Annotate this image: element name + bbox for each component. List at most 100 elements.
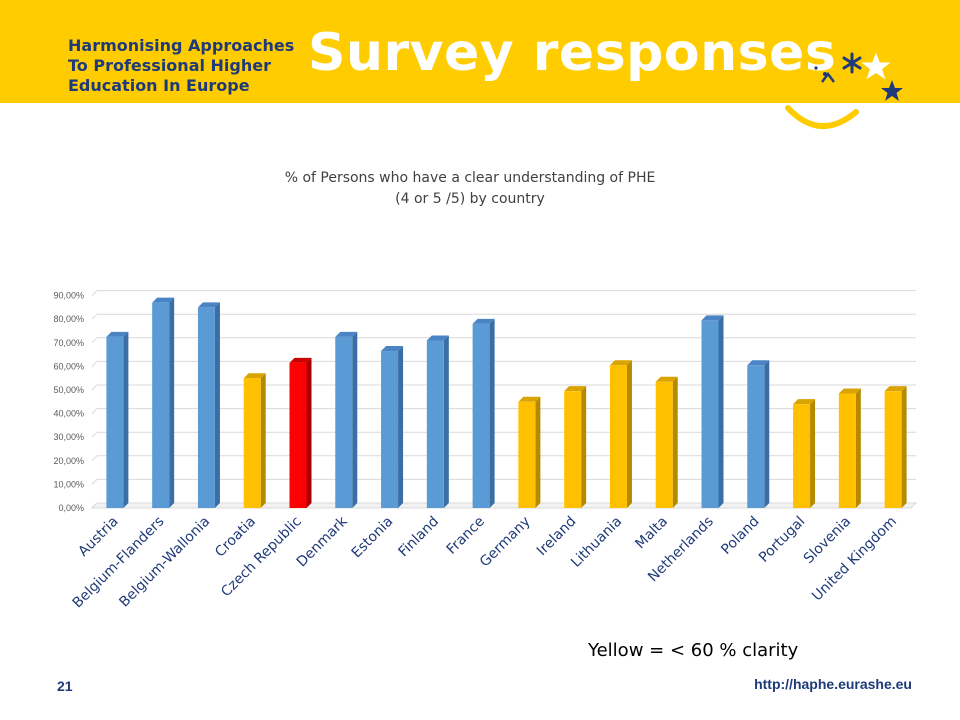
x-tick-label: Croatia: [212, 514, 259, 561]
bar-side: [214, 302, 220, 508]
logo-line-1: Harmonising Approaches: [68, 36, 295, 55]
bar: [793, 404, 811, 508]
x-tick-label: Czech Republic: [218, 514, 305, 601]
bar-side: [855, 388, 861, 508]
bar-top: [426, 335, 449, 341]
gridline-edge: [91, 313, 98, 320]
y-tick-label: 70,00%: [53, 338, 84, 348]
bar-top: [243, 373, 266, 379]
bar: [472, 323, 490, 508]
y-tick-label: 60,00%: [53, 361, 84, 371]
bar-top: [381, 346, 404, 352]
footer-url[interactable]: http://haphe.eurashe.eu: [754, 676, 912, 692]
bar: [884, 391, 902, 508]
bar: [243, 378, 261, 508]
y-tick-label: 90,00%: [53, 291, 84, 301]
chart-title-line-1: % of Persons who have a clear understand…: [284, 170, 656, 186]
logo-line-3: Education In Europe: [68, 76, 250, 95]
bar: [747, 365, 765, 508]
gridline-edge: [91, 408, 98, 414]
bar-chart: 0,00% 10,00% 20,00% 30,00% 40,00% 50,00% 60,00…: [53, 290, 918, 611]
bar-side: [810, 399, 816, 508]
bar: [289, 362, 307, 508]
gridline-edge: [91, 337, 98, 344]
bar-side: [626, 360, 632, 508]
bar-top: [747, 360, 770, 366]
bar-top: [884, 386, 907, 392]
gridline-edge: [91, 455, 98, 462]
bar-top: [701, 315, 724, 321]
bar-top: [609, 360, 632, 366]
bar-side: [398, 346, 404, 508]
bar-top: [655, 376, 678, 382]
bar: [655, 381, 673, 508]
x-tick-label: United Kingdom: [809, 514, 900, 605]
bar-side: [443, 335, 449, 508]
x-tick-label: Denmark: [294, 513, 351, 570]
bar: [197, 307, 215, 508]
gridline-edge: [91, 361, 98, 367]
bar-side: [123, 331, 129, 508]
y-tick-label: 30,00%: [53, 432, 84, 442]
bar-side: [352, 331, 358, 508]
eu-stars-smile-icon: [785, 52, 903, 129]
y-tick-label: 50,00%: [53, 385, 84, 395]
gridline-edge: [91, 479, 98, 485]
y-tick-label: 0,00%: [58, 503, 84, 513]
bar-top: [793, 399, 816, 405]
bar-side: [535, 396, 541, 508]
y-tick-label: 40,00%: [53, 409, 84, 419]
logo-line-2: To Professional Higher: [68, 56, 271, 75]
bar: [152, 302, 170, 508]
bar: [609, 365, 627, 508]
x-tick-label: Finland: [395, 514, 442, 561]
x-tick-label: Malta: [632, 514, 671, 553]
bar-side: [169, 297, 175, 508]
x-tick-label: Ireland: [534, 514, 580, 560]
x-tick-label: Austria: [75, 514, 121, 560]
bar-top: [335, 331, 358, 337]
gridline-edge: [91, 384, 98, 391]
bar: [838, 393, 856, 508]
chart-title: % of Persons who have a clear understand…: [240, 168, 700, 210]
gridline-edge: [91, 431, 98, 438]
bar-top: [152, 297, 175, 303]
bar: [381, 351, 399, 508]
bar-side: [306, 357, 312, 508]
page-number: 21: [57, 678, 73, 694]
chart-title-line-2: (4 or 5 /5) by country: [395, 191, 545, 207]
slide-title: Survey responses: [308, 23, 837, 83]
bar-side: [260, 373, 266, 508]
bar: [518, 401, 536, 508]
bar: [106, 336, 124, 508]
bar-top: [472, 318, 495, 324]
bar: [564, 391, 582, 508]
color-legend-note: Yellow = < 60 % clarity: [588, 640, 799, 661]
bar-side: [718, 315, 724, 508]
y-tick-label: 10,00%: [53, 479, 84, 489]
bar-top: [838, 388, 861, 394]
bar: [701, 320, 719, 508]
y-tick-label: 80,00%: [53, 314, 84, 324]
project-logo-text: Harmonising Approaches To Professional H…: [68, 36, 298, 96]
bar-top: [289, 357, 312, 363]
bar: [426, 340, 444, 508]
bar-side: [901, 386, 907, 508]
x-tick-label: Estonia: [349, 514, 397, 562]
header-bar: Harmonising Approaches To Professional H…: [0, 0, 960, 103]
bar-side: [672, 376, 678, 508]
x-tick-label: Portugal: [756, 514, 808, 566]
y-tick-label: 20,00%: [53, 456, 84, 466]
gridline-edge: [91, 290, 98, 296]
bar-side: [764, 360, 770, 508]
bar-top: [106, 331, 129, 337]
x-tick-label: Germany: [477, 514, 534, 571]
x-tick-label: France: [444, 514, 488, 558]
bar-top: [197, 302, 220, 308]
x-tick-label: Belgium-Wallonia: [116, 514, 213, 611]
bar-side: [489, 318, 495, 508]
bar: [335, 336, 353, 508]
bar-top: [518, 396, 541, 402]
bar-top: [564, 386, 587, 392]
x-tick-label: Poland: [718, 514, 762, 558]
